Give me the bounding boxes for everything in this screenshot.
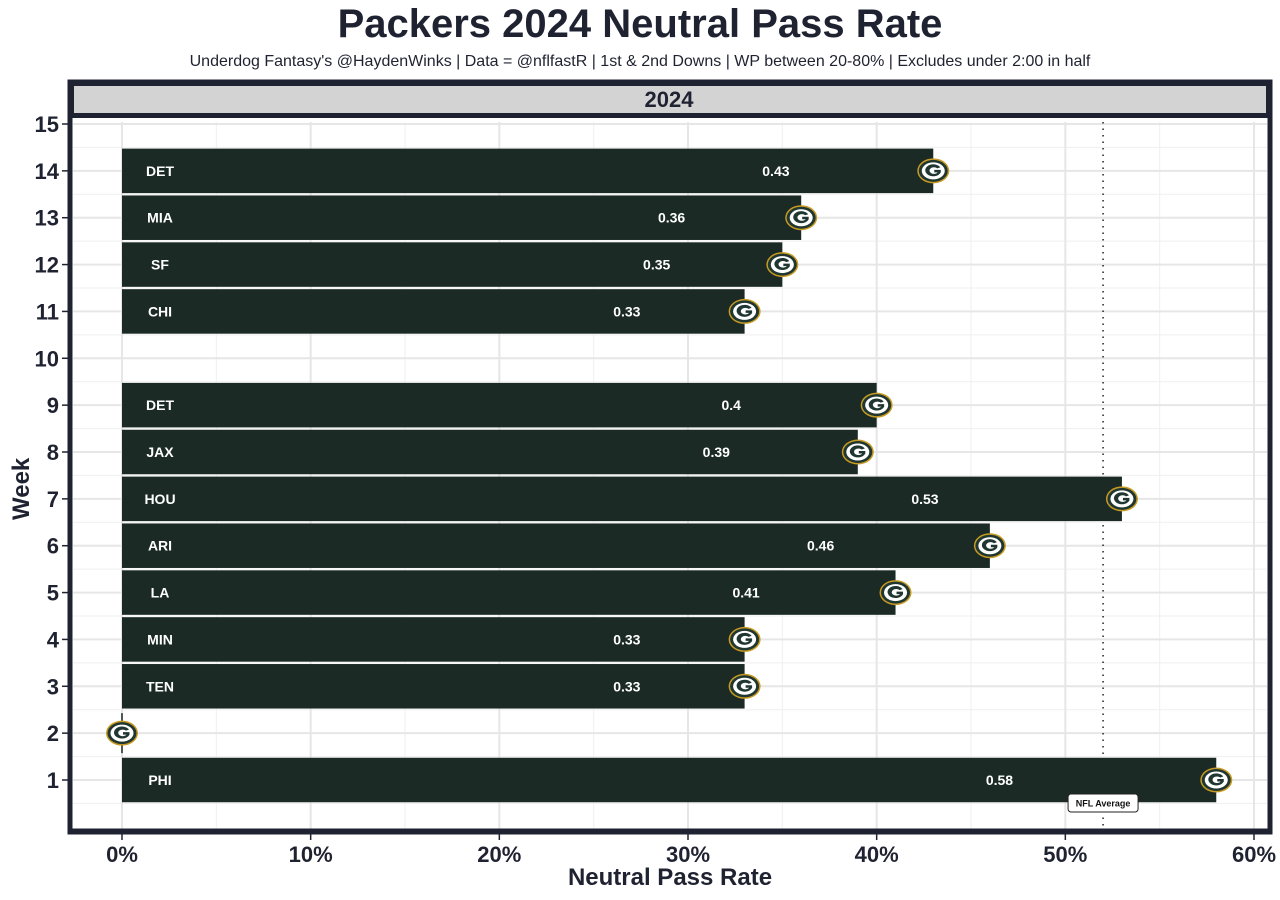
y-tick-label: 14 bbox=[35, 159, 60, 184]
bar-week-9 bbox=[122, 382, 877, 428]
packers-g-logo-icon bbox=[785, 205, 818, 231]
packers-g-logo-icon bbox=[1105, 486, 1138, 512]
chart-subtitle: Underdog Fantasy's @HaydenWinks | Data =… bbox=[189, 53, 1091, 70]
bar-value-label: 0.35 bbox=[643, 257, 670, 273]
bar-opponent-label: TEN bbox=[146, 678, 174, 694]
bar-value-label: 0.46 bbox=[807, 538, 834, 554]
bar-opponent-label: ARI bbox=[148, 538, 172, 554]
y-tick-label: 8 bbox=[47, 440, 59, 465]
y-tick-label: 9 bbox=[47, 393, 59, 418]
bar-week-8 bbox=[122, 429, 858, 475]
y-tick-label: 3 bbox=[47, 674, 59, 699]
bar-value-label: 0.33 bbox=[613, 303, 640, 319]
x-axis-title: Neutral Pass Rate bbox=[567, 864, 773, 891]
y-tick-label: 2 bbox=[47, 721, 59, 746]
logo-g bbox=[736, 632, 753, 645]
y-tick-label: 1 bbox=[47, 768, 59, 793]
logo-g bbox=[793, 211, 809, 224]
bar-week-1 bbox=[122, 757, 1217, 803]
logo-g bbox=[1208, 773, 1224, 786]
x-tick-label: 0% bbox=[106, 842, 138, 867]
bar-week-14 bbox=[122, 148, 934, 194]
packers-g-logo-icon bbox=[879, 580, 912, 606]
y-tick-label: 15 bbox=[35, 112, 59, 137]
bar-week-4 bbox=[122, 617, 745, 662]
bar-opponent-label: MIN bbox=[147, 631, 173, 647]
nfl-average-label-box bbox=[1067, 793, 1139, 813]
bar-value-label: 0.58 bbox=[986, 772, 1013, 788]
y-tick-label: 4 bbox=[47, 627, 60, 652]
facet-strip bbox=[74, 86, 1266, 113]
packers-g-logo-icon bbox=[973, 533, 1006, 559]
logo-g bbox=[849, 445, 866, 458]
bar-opponent-label: HOU bbox=[144, 491, 175, 507]
bar-opponent-label: CHI bbox=[148, 303, 172, 319]
bar-week-5 bbox=[122, 570, 896, 615]
packers-g-logo-icon bbox=[106, 720, 138, 746]
logo-g bbox=[114, 726, 130, 739]
logo-g bbox=[887, 585, 904, 598]
nfl-average-label: NFL Average bbox=[1076, 799, 1131, 809]
y-tick-label: 13 bbox=[35, 206, 59, 231]
logo-g bbox=[981, 539, 998, 552]
x-tick-label: 50% bbox=[1043, 842, 1087, 867]
y-tick-label: 12 bbox=[35, 253, 59, 278]
y-tick-label: 7 bbox=[47, 487, 59, 512]
y-tick-label: 6 bbox=[47, 534, 59, 559]
bar-opponent-label: DET bbox=[146, 163, 174, 179]
bar-value-label: 0.39 bbox=[703, 444, 730, 460]
bar-week-6 bbox=[122, 523, 990, 568]
bar-opponent-label: DET bbox=[146, 397, 174, 413]
logo-g bbox=[925, 164, 941, 177]
bar-week-11 bbox=[122, 289, 745, 334]
bar-value-label: 0.36 bbox=[658, 210, 685, 226]
bar-value-label: 0.4 bbox=[721, 397, 741, 413]
logo-g bbox=[736, 304, 753, 317]
bar-value-label: 0.33 bbox=[613, 631, 640, 647]
x-tick-label: 10% bbox=[289, 842, 333, 867]
chart-title: Packers 2024 Neutral Pass Rate bbox=[337, 2, 943, 46]
logo-g bbox=[736, 679, 753, 692]
logo-g bbox=[774, 257, 790, 270]
bar-value-label: 0.53 bbox=[911, 491, 938, 507]
packers-g-logo-icon bbox=[728, 626, 761, 652]
packers-g-logo-icon bbox=[917, 158, 950, 184]
logo-g bbox=[1113, 492, 1130, 505]
packers-g-logo-icon bbox=[766, 252, 799, 278]
x-tick-label: 40% bbox=[855, 842, 899, 867]
packers-g-logo-icon bbox=[841, 439, 874, 465]
bar-week-3 bbox=[122, 664, 745, 709]
x-tick-label: 60% bbox=[1232, 842, 1276, 867]
logo-g bbox=[868, 398, 885, 411]
y-tick-label: 11 bbox=[36, 299, 59, 324]
bar-opponent-label: SF bbox=[151, 257, 169, 273]
y-tick-label: 5 bbox=[47, 581, 59, 606]
y-tick-label: 10 bbox=[35, 346, 59, 371]
bar-opponent-label: LA bbox=[151, 585, 170, 601]
bar-opponent-label: PHI bbox=[148, 772, 171, 788]
bar-week-12 bbox=[122, 242, 783, 287]
bar-value-label: 0.33 bbox=[613, 678, 640, 694]
packers-g-logo-icon bbox=[1200, 767, 1233, 793]
bar-value-label: 0.43 bbox=[762, 163, 789, 179]
packers-g-logo-icon bbox=[860, 392, 893, 418]
facet-label: 2024 bbox=[645, 87, 695, 112]
bar-week-7 bbox=[122, 476, 1122, 522]
bar-opponent-label: JAX bbox=[146, 444, 174, 460]
x-tick-label: 30% bbox=[666, 842, 710, 867]
packers-g-logo-icon bbox=[728, 298, 761, 324]
bar-opponent-label: MIA bbox=[147, 210, 173, 226]
x-tick-label: 20% bbox=[477, 842, 521, 867]
packers-g-logo-icon bbox=[728, 673, 761, 699]
bar-week-13 bbox=[122, 195, 802, 240]
bar-value-label: 0.41 bbox=[732, 585, 759, 601]
